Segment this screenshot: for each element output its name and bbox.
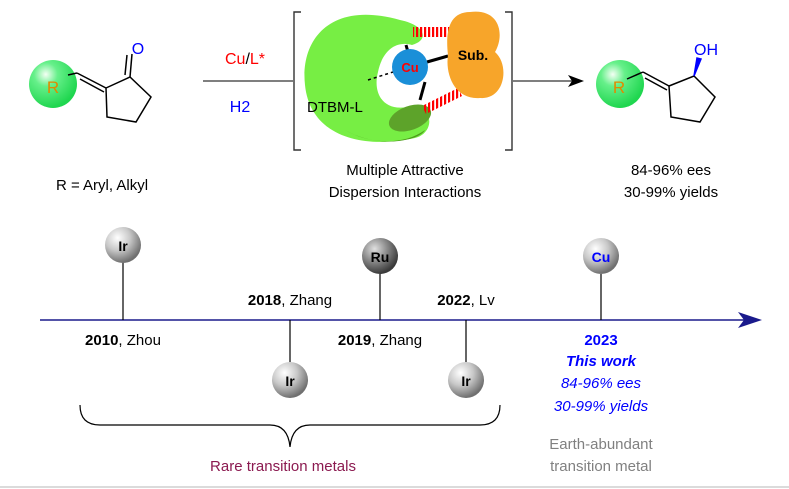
dispersion-interaction-top	[413, 27, 463, 37]
r-label: R	[47, 78, 59, 97]
event-2023: Cu 2023 This work 84-96% ees 30-99% yiel…	[549, 238, 654, 475]
metal-sphere	[362, 238, 398, 274]
metal-sphere	[105, 227, 141, 263]
copper-label: Cu	[401, 60, 418, 75]
event-2019: Ru 2019, Zhang	[338, 238, 422, 349]
metal-sphere	[583, 238, 619, 274]
event-label: 2019, Zhang	[338, 332, 422, 349]
r-definition: R = Aryl, Alkyl	[56, 177, 148, 194]
event-2010: Ir 2010, Zhou	[85, 227, 161, 349]
metal-label: Ru	[371, 249, 390, 265]
substrate-label: Sub.	[458, 47, 488, 63]
ligand-shape	[304, 14, 430, 142]
rare-metals-brace	[79, 404, 501, 448]
timeline-arrowhead	[738, 312, 762, 328]
model-caption-line1: Multiple Attractive	[346, 162, 464, 179]
metal-label: Ir	[118, 238, 128, 254]
metal-sphere	[448, 362, 484, 398]
result-ee: 84-96% ees	[631, 162, 711, 179]
product-r-label: R	[613, 78, 625, 97]
this-work-yield: 30-99% yields	[554, 398, 649, 415]
metal-label: Cu	[592, 249, 611, 265]
catalyst-label: Cu/L*	[225, 51, 265, 68]
event-year: 2023	[584, 332, 617, 349]
ligand-label: DTBM-L	[307, 99, 363, 116]
r-group-sphere	[29, 60, 77, 108]
event-label: 2018, Zhang	[248, 292, 332, 309]
event-2018: Ir 2018, Zhang	[248, 292, 332, 398]
reductant-label: H2	[230, 99, 251, 116]
oxygen-label: O	[132, 41, 144, 58]
this-work-ee: 84-96% ees	[561, 375, 642, 392]
earth-abundant-note-line2: transition metal	[550, 458, 652, 475]
metal-label: Ir	[285, 373, 295, 389]
model-caption-line2: Dispersion Interactions	[329, 184, 482, 201]
earth-abundant-note-line1: Earth-abundant	[549, 436, 653, 453]
copper-sphere	[392, 49, 428, 85]
left-bracket	[293, 11, 301, 151]
metal-label: Ir	[461, 373, 471, 389]
this-work-label: This work	[566, 353, 637, 370]
right-bracket	[505, 11, 513, 151]
timeline: Ir 2010, Zhou Ir 2018, Zhang Ru 2019, Zh…	[40, 227, 762, 475]
event-2022: Ir 2022, Lv	[437, 292, 495, 398]
metal-sphere	[272, 362, 308, 398]
reaction-arrowhead	[568, 75, 584, 87]
hydroxyl-label: OH	[694, 42, 718, 59]
product-structure: R OH 84-96% ees 30-99% yields	[596, 42, 718, 201]
result-yield: 30-99% yields	[624, 184, 718, 201]
rare-metals-label: Rare transition metals	[210, 458, 356, 475]
substrate-blob	[447, 11, 504, 99]
dispersion-interaction-bottom	[422, 88, 462, 114]
substrate-structure: R O R = Aryl, Alkyl	[29, 41, 152, 194]
event-label: 2022, Lv	[437, 292, 495, 309]
event-label: 2010, Zhou	[85, 332, 161, 349]
product-r-sphere	[596, 60, 644, 108]
transition-state-model: Cu Sub. DTBM-L Multiple Attractive Dispe…	[304, 11, 504, 201]
